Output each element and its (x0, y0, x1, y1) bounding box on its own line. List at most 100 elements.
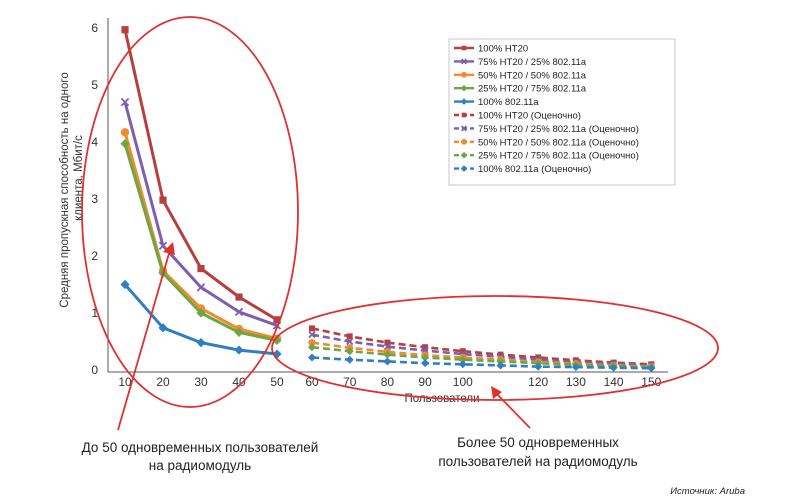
data-point (346, 337, 354, 346)
legend-label: 100% 802.11a (478, 97, 539, 108)
data-point (497, 351, 504, 358)
data-point (308, 339, 316, 347)
y-tick-label: 6 (91, 21, 98, 35)
x-tick-label: 80 (381, 375, 395, 389)
y-tick-label: 2 (91, 249, 98, 263)
x-tick-label: 30 (194, 375, 208, 389)
data-point (461, 125, 467, 132)
legend-item: 100% HT20 (Оценочно) (454, 111, 581, 122)
data-point (308, 331, 316, 339)
series (121, 26, 281, 324)
data-point (383, 350, 392, 359)
x-tick-labels: 10 20 30 40 50 60 70 80 90 100 120 130 140 150 (118, 375, 661, 389)
legend-item: 25% HT20 / 75% 802.11a (454, 84, 587, 95)
data-point (309, 325, 315, 332)
x-tick-label: 140 (604, 375, 624, 389)
legend-label: 50% HT20 / 50% 802.11a (478, 70, 587, 81)
data-point (121, 26, 129, 34)
data-point (234, 307, 244, 317)
legend-item: 50% HT20 / 50% 802.11a (454, 70, 587, 81)
data-point (196, 338, 206, 348)
legend-label: 100% 802.11a (Оценочно) (478, 164, 591, 175)
series-line (311, 345, 652, 369)
left-highlight-ellipse (81, 16, 299, 408)
x-tick-label: 20 (156, 375, 170, 389)
y-axis-title-line1: Средняя пропускная способность на одного (59, 72, 71, 307)
legend-label: 100% HT20 (Оценочно) (478, 111, 581, 122)
data-point (461, 58, 467, 65)
right-pointer-arrowhead (491, 386, 502, 399)
data-point (346, 333, 353, 340)
data-point (460, 98, 468, 105)
legend-label: 25% HT20 / 75% 802.11a (Оценочно) (478, 151, 639, 162)
data-point (609, 363, 618, 372)
data-point (120, 139, 130, 149)
data-point (458, 355, 467, 364)
left-annotation-line1: До 50 одновременных пользователей (82, 440, 319, 455)
data-point (159, 196, 167, 204)
left-annotation-line2: на радиомодуль (149, 458, 251, 473)
data-point (459, 348, 466, 355)
data-point (384, 339, 391, 346)
data-point (460, 151, 468, 159)
data-point (345, 355, 354, 364)
data-point (534, 362, 543, 371)
data-point (461, 45, 467, 51)
source-note: Источник: Aruba (670, 486, 745, 497)
legend-label: 75% HT20 / 25% 802.11a (Оценочно) (478, 124, 639, 135)
x-tick-label: 10 (118, 375, 132, 389)
data-point (383, 342, 392, 351)
x-tick-label: 70 (343, 375, 357, 389)
data-point (197, 264, 205, 273)
right-pointer-line (494, 391, 531, 429)
data-point (535, 354, 542, 361)
legend-label: 100% HT20 (478, 44, 528, 55)
data-point (235, 293, 243, 301)
data-point (421, 359, 430, 368)
data-point (120, 279, 130, 290)
x-tick-label: 120 (528, 375, 548, 389)
legend-item: 25% HT20 / 75% 802.11a (Оценочно) (454, 151, 639, 162)
legend-item: 75% HT20 / 25% 802.11a (Оценочно) (454, 124, 639, 135)
right-annotation-line1: Более 50 одновременных (457, 435, 619, 450)
data-point (196, 308, 206, 318)
y-tick-label: 4 (91, 135, 98, 149)
left-pointer-arrowhead (163, 242, 175, 255)
legend-label: 25% HT20 / 75% 802.11a (478, 84, 587, 95)
data-point (120, 128, 130, 137)
series (120, 139, 282, 345)
left-pointer-line (117, 249, 171, 431)
right-annotation-line2: пользователей на радиомодуль (438, 454, 637, 469)
data-point (383, 357, 392, 366)
data-point (158, 323, 168, 333)
y-tick-label: 3 (91, 192, 98, 206)
data-point (496, 361, 505, 370)
legend-box (448, 38, 676, 186)
legend-label: 50% HT20 / 50% 802.11a (Оценочно) (478, 137, 639, 148)
data-point (571, 363, 580, 372)
legend-item: 100% HT20 (454, 44, 528, 55)
series-group (120, 26, 656, 373)
series (120, 279, 282, 359)
highlights (81, 16, 719, 431)
data-point (460, 84, 468, 92)
y-tick-label: 1 (91, 306, 98, 320)
series-line (311, 333, 652, 367)
data-point (196, 283, 206, 292)
data-point (234, 345, 244, 355)
series (308, 353, 656, 373)
right-highlight-ellipse (271, 295, 719, 401)
legend-label: 75% HT20 / 25% 802.11a (478, 57, 587, 68)
data-point (421, 353, 430, 362)
data-point (234, 327, 244, 337)
legend-item: 75% HT20 / 25% 802.11a (454, 57, 587, 68)
data-point (458, 360, 467, 369)
x-tick-label: 90 (418, 375, 432, 389)
data-point (158, 241, 168, 250)
legend-item: 100% 802.11a (Оценочно) (454, 164, 591, 175)
data-point (120, 97, 130, 107)
data-point (272, 335, 282, 345)
series-line (123, 29, 278, 322)
series-line (311, 327, 652, 366)
